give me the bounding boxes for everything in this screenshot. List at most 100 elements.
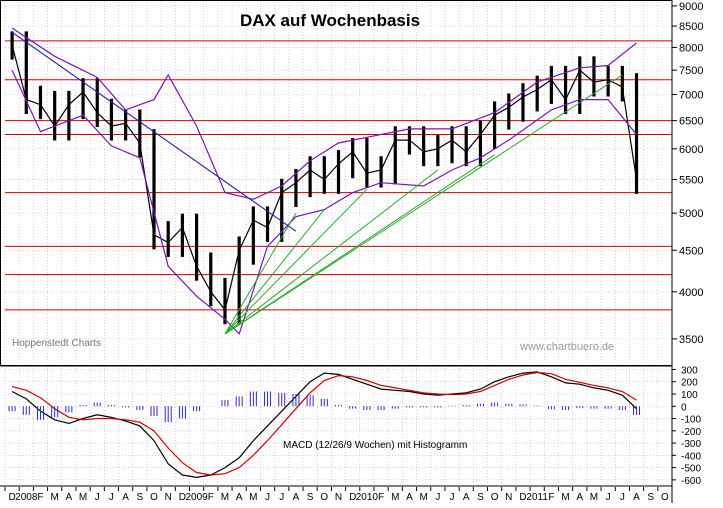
macd-tick-label: -300 xyxy=(681,439,701,450)
macd-tick-label: -400 xyxy=(681,451,701,462)
month-label: J xyxy=(109,492,114,503)
month-label: F xyxy=(208,492,214,503)
price-bar xyxy=(436,135,440,167)
price-bar xyxy=(606,65,610,97)
macd-label: MACD (12/26/9 Wochen) mit Histogramm xyxy=(283,440,467,451)
price-tick-label: 6500 xyxy=(679,116,703,128)
price-bar xyxy=(53,90,57,141)
month-label: M xyxy=(561,492,569,503)
chart-title: DAX auf Wochenbasis xyxy=(240,11,420,30)
uptrend-line xyxy=(224,188,368,335)
month-label: F xyxy=(37,492,43,503)
price-tick-label: 8500 xyxy=(679,21,703,33)
price-bar xyxy=(67,90,71,141)
price-bar xyxy=(81,78,85,120)
price-bar xyxy=(223,277,227,325)
price-bar xyxy=(535,75,539,112)
month-label: F xyxy=(378,492,384,503)
month-label: A xyxy=(633,492,640,503)
macd-tick-label: 100 xyxy=(681,390,698,401)
month-label: A xyxy=(236,492,243,503)
price-tick-label: 3500 xyxy=(679,334,703,346)
price-bar xyxy=(464,126,468,167)
watermark: www.chartbuero.de xyxy=(519,341,614,353)
price-bar xyxy=(38,85,43,120)
price-bar xyxy=(422,126,426,167)
macd-tick-label: -100 xyxy=(681,415,701,426)
source-label: Hoppenstedt Charts xyxy=(12,338,101,349)
month-label: J xyxy=(620,492,625,503)
macd-tick-label: -600 xyxy=(681,476,701,487)
price-bar xyxy=(24,31,28,114)
month-label: M xyxy=(221,492,229,503)
macd-tick-label: 300 xyxy=(681,365,698,376)
uptrend-line xyxy=(224,209,325,335)
month-label: 2008 xyxy=(15,492,38,503)
month-label: A xyxy=(66,492,73,503)
month-label: S xyxy=(307,492,314,503)
price-bar xyxy=(521,83,525,122)
month-label: O xyxy=(320,492,328,503)
price-tick-label: 7000 xyxy=(679,89,703,101)
month-label: J xyxy=(279,492,284,503)
price-tick-label: 5000 xyxy=(679,208,703,220)
month-label: M xyxy=(50,492,58,503)
price-bar xyxy=(180,213,184,257)
uptrend-line xyxy=(224,154,495,335)
month-label: O xyxy=(661,492,669,503)
macd-tick-label: -500 xyxy=(681,464,701,475)
downtrend-line xyxy=(11,31,297,232)
month-label: N xyxy=(335,492,342,503)
price-tick-label: 4000 xyxy=(679,287,703,299)
month-label: D xyxy=(8,492,15,503)
month-label: M xyxy=(79,492,87,503)
month-label: D xyxy=(179,492,186,503)
price-bar xyxy=(634,73,639,194)
price-bar xyxy=(393,126,397,185)
price-bar xyxy=(194,213,199,281)
price-bar xyxy=(152,129,156,250)
price-bar xyxy=(109,98,114,141)
month-label: M xyxy=(391,492,399,503)
price-bar xyxy=(138,109,142,158)
price-bar xyxy=(209,252,213,307)
month-label: M xyxy=(590,492,598,503)
month-label: D xyxy=(519,492,526,503)
month-label: J xyxy=(606,492,611,503)
month-label: J xyxy=(95,492,100,503)
price-bar xyxy=(578,56,582,114)
month-label: D xyxy=(349,492,356,503)
price-bar xyxy=(379,156,383,188)
macd-tick-label: 200 xyxy=(681,378,698,389)
bollinger-upper-band xyxy=(11,27,637,200)
price-bar xyxy=(351,137,355,179)
uptrend-line xyxy=(224,212,297,335)
month-label: 2009 xyxy=(185,492,208,503)
price-bar xyxy=(549,65,553,104)
bollinger-lower-band xyxy=(11,69,637,336)
month-label: F xyxy=(548,492,554,503)
macd-signal-line xyxy=(11,371,637,476)
price-bar xyxy=(365,137,369,188)
price-bar xyxy=(563,65,568,114)
price-bar xyxy=(592,56,596,97)
price-bar xyxy=(493,101,497,149)
month-label: J xyxy=(435,492,440,503)
uptrend-line xyxy=(224,74,623,335)
price-bar xyxy=(336,150,341,194)
month-label: S xyxy=(647,492,654,503)
price-bar xyxy=(620,65,624,102)
month-label: J xyxy=(265,492,270,503)
price-tick-label: 5500 xyxy=(679,175,703,187)
month-label: M xyxy=(249,492,257,503)
price-bar xyxy=(166,221,170,257)
month-label: N xyxy=(505,492,512,503)
month-label: S xyxy=(477,492,484,503)
price-tick-label: 4500 xyxy=(679,245,703,257)
price-bar xyxy=(124,109,128,141)
month-label: N xyxy=(165,492,172,503)
month-label: O xyxy=(150,492,158,503)
month-label: M xyxy=(419,492,427,503)
